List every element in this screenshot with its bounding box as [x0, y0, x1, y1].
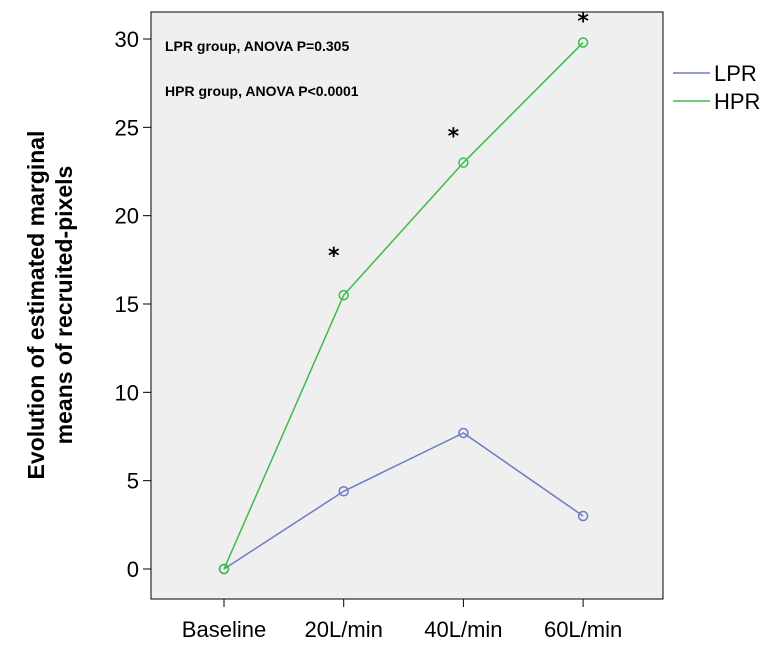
series-line-hpr [223, 42, 584, 570]
significance-star-0: * [328, 244, 340, 269]
plot-area [150, 11, 664, 600]
y-axis-title: Evolution of estimated marginal means of… [23, 131, 77, 480]
significance-star-2: * [577, 10, 589, 35]
legend: LPR HPR [673, 61, 760, 114]
y-axis-title-line-1: Evolution of estimated marginal [23, 131, 49, 480]
data-point-lpr-3 [577, 510, 589, 522]
x-tick-label-1: 20L/min [305, 617, 383, 642]
x-tick-label-2: 40L/min [424, 617, 502, 642]
data-point-lpr-2 [458, 427, 469, 439]
legend-label-lpr: LPR [714, 61, 757, 86]
y-tick-label-0: 0 [127, 557, 139, 582]
y-tick-label-20: 20 [115, 204, 139, 229]
annotation-lpr-anova: LPR group, ANOVA P=0.305 [165, 38, 349, 54]
y-tick-label-30: 30 [115, 27, 139, 52]
data-point-hpr-1 [338, 289, 349, 301]
x-tick-label-0: Baseline [182, 617, 266, 642]
data-point-lpr-1 [338, 486, 349, 497]
significance-star-1: * [448, 125, 460, 150]
data-point-hpr-2 [458, 157, 469, 168]
y-tick-label-25: 25 [115, 115, 139, 140]
significance-markers: * * * [328, 10, 589, 270]
y-tick-label-5: 5 [127, 469, 139, 494]
annotation-hpr-anova: HPR group, ANOVA P<0.0001 [165, 83, 359, 99]
legend-label-hpr: HPR [714, 89, 760, 114]
x-axis: Baseline 20L/min 40L/min 60L/min [182, 599, 622, 642]
y-tick-label-10: 10 [115, 380, 139, 405]
y-tick-label-15: 15 [115, 292, 139, 317]
series-layer [218, 37, 589, 575]
series-line-lpr [223, 432, 584, 570]
x-tick-label-3: 60L/min [544, 617, 622, 642]
data-point-hpr-0 [218, 563, 230, 575]
y-axis-title-line-2: means of recruited-pixels [51, 166, 77, 445]
data-point-hpr-3 [577, 37, 589, 48]
y-axis: 0 5 10 15 20 25 30 [115, 27, 151, 582]
